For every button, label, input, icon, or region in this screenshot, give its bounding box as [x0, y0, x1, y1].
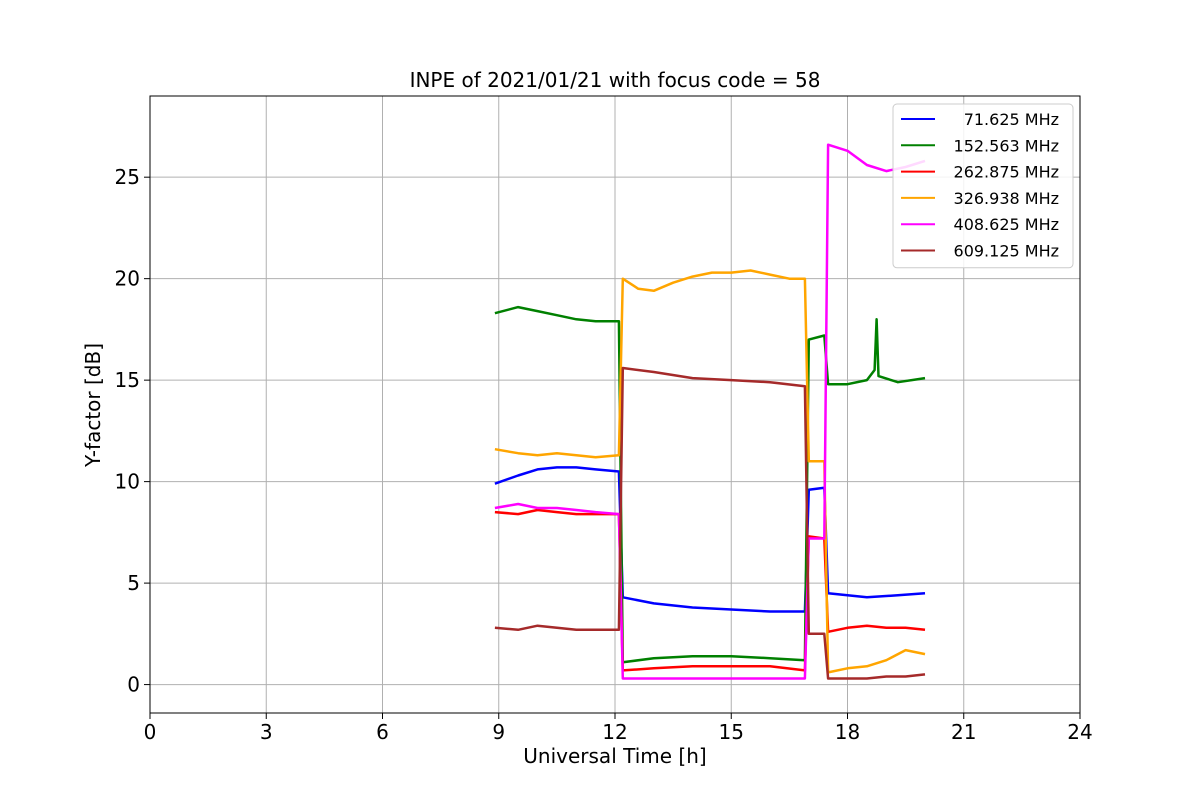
- y-tick-label: 20: [115, 267, 140, 291]
- x-tick-label: 18: [835, 720, 860, 744]
- y-axis-label: Y-factor [dB]: [81, 343, 105, 468]
- y-tick-label: 10: [115, 470, 140, 494]
- y-tick-label: 5: [127, 571, 140, 595]
- series-line-0: [494, 466, 926, 613]
- legend: 71.625 MHz 152.563 MHz 262.875 MHz 326.938 …: [892, 103, 1074, 269]
- series-line-5: [494, 366, 926, 680]
- x-tick-label: 6: [376, 720, 389, 744]
- x-tick-label: 0: [144, 720, 157, 744]
- legend-label: 609.125 MHz: [954, 242, 1059, 261]
- x-tick-label: 9: [492, 720, 505, 744]
- y-tick-label: 0: [127, 673, 140, 697]
- series-line-3: [494, 269, 926, 674]
- x-tick-label: 15: [719, 720, 744, 744]
- y-tick-label: 15: [115, 368, 140, 392]
- x-tick-label: 24: [1067, 720, 1092, 744]
- series-line-1: [494, 305, 926, 664]
- series-line-2: [494, 508, 926, 672]
- legend-label: 326.938 MHz: [954, 189, 1059, 208]
- legend-label: 262.875 MHz: [954, 163, 1059, 182]
- legend-label: 408.625 MHz: [954, 215, 1059, 234]
- ticks: 0 3 6 9 12 15 18 21 24 0 5 10 15 20 25: [115, 165, 1093, 744]
- legend-label: 71.625 MHz: [964, 110, 1059, 129]
- legend-label: 152.563 MHz: [954, 136, 1059, 155]
- x-tick-label: 21: [951, 720, 976, 744]
- y-tick-label: 25: [115, 165, 140, 189]
- x-tick-label: 12: [602, 720, 627, 744]
- x-axis-label: Universal Time [h]: [523, 744, 706, 768]
- series-line-4: [494, 143, 926, 680]
- legend-box: [892, 103, 1074, 269]
- x-tick-label: 3: [260, 720, 273, 744]
- series-layer: [494, 143, 926, 680]
- chart-title: INPE of 2021/01/21 with focus code = 58: [410, 68, 821, 92]
